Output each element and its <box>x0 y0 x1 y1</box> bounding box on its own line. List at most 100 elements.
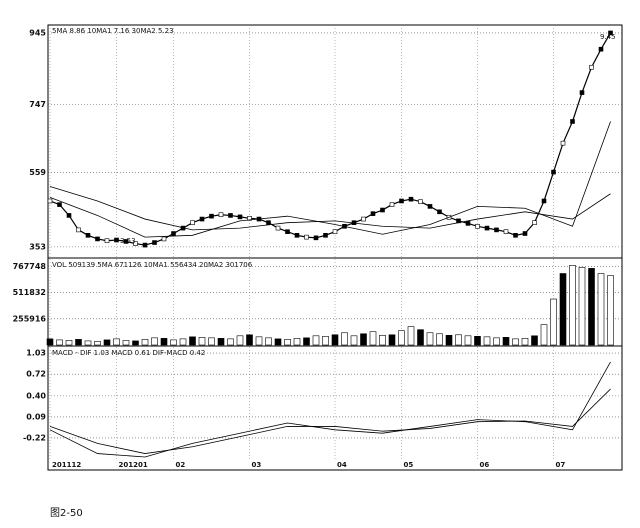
volume-bar <box>445 334 453 346</box>
volume-bar <box>350 335 358 346</box>
candle <box>294 233 300 238</box>
volume-bar <box>322 336 329 346</box>
x-tick-label: 201112 <box>52 461 81 469</box>
volume-bar <box>227 338 234 346</box>
candle <box>541 198 547 204</box>
candle <box>114 237 119 243</box>
y-tick-label: 767748 <box>13 262 47 271</box>
volume-bar <box>426 332 434 346</box>
volume-bar <box>255 336 263 346</box>
candle <box>437 209 442 215</box>
x-tick-label: 201201 <box>119 461 148 469</box>
candle <box>494 227 499 233</box>
volume-bar <box>483 336 491 346</box>
volume-bar <box>179 338 187 346</box>
volume-bar <box>103 339 111 346</box>
candle <box>465 221 471 226</box>
y-tick-label: 353 <box>29 242 46 251</box>
candle <box>332 229 338 235</box>
candle <box>209 213 214 219</box>
candle <box>532 220 537 225</box>
candle <box>579 90 585 95</box>
volume-bar <box>521 338 529 346</box>
indicator-line <box>49 121 611 238</box>
y-tick-label: 255916 <box>13 314 47 323</box>
volume-bar <box>293 338 301 346</box>
candle <box>608 30 613 36</box>
volume-bar <box>141 339 149 346</box>
y-tick-label: 945 <box>29 28 46 37</box>
candle <box>275 225 281 231</box>
x-tick-label: 03 <box>252 461 262 469</box>
x-tick-label: 06 <box>480 461 490 469</box>
volume-bar <box>208 337 215 346</box>
candle <box>218 212 224 218</box>
candle <box>427 204 433 209</box>
candle <box>551 169 556 175</box>
candle <box>142 242 148 248</box>
candle <box>237 214 243 220</box>
panel-legend: MACD - DIF 1.03 MACD 0.61 DIF-MACD 0.42 <box>52 349 205 357</box>
volume-bar <box>597 273 605 346</box>
candle <box>389 202 395 207</box>
volume-bar <box>94 341 101 346</box>
volume-bar <box>113 338 120 346</box>
volume-bar <box>160 338 168 346</box>
volume-bar <box>512 338 519 346</box>
volume-bar <box>284 339 291 346</box>
volume-bar <box>417 329 424 346</box>
volume-bar <box>170 339 177 346</box>
y-tick-label: 1.03 <box>26 349 46 358</box>
volume-bar <box>379 334 386 346</box>
volume-bar <box>559 273 567 346</box>
volume-bar <box>540 324 548 346</box>
volume-bar <box>312 335 320 346</box>
x-tick-label: 07 <box>556 461 566 469</box>
candle <box>190 220 195 225</box>
candle <box>285 229 290 235</box>
candle <box>66 213 72 218</box>
candle <box>522 231 528 236</box>
candle <box>76 227 81 233</box>
volume-bar <box>588 268 595 346</box>
volume-bar <box>550 298 557 346</box>
volume-bar <box>331 334 339 346</box>
panel-legend: 5MA 8.86 10MA1 7.16 30MA2 5.23 <box>52 27 174 35</box>
candle <box>266 220 271 225</box>
candle <box>199 216 205 222</box>
x-tick-label: 04 <box>337 461 347 469</box>
y-tick-label: 0.40 <box>26 391 46 400</box>
candle <box>171 231 176 236</box>
volume-bar <box>369 331 377 346</box>
volume-bar <box>607 275 614 346</box>
volume-bar <box>398 330 405 346</box>
y-tick-label: 511832 <box>13 288 46 297</box>
volume-bar <box>464 335 472 346</box>
volume-bar <box>274 338 282 346</box>
candle <box>570 119 575 124</box>
candle <box>85 233 91 238</box>
candle <box>484 225 490 231</box>
candle <box>228 213 233 218</box>
caption: 图2-50 <box>50 507 83 519</box>
candle <box>161 236 167 242</box>
candle <box>399 198 404 204</box>
candle <box>370 211 376 216</box>
candle <box>513 233 518 238</box>
volume-bar <box>65 340 73 346</box>
candle <box>598 46 604 52</box>
candle <box>380 207 385 213</box>
y-tick-label: 559 <box>29 168 46 177</box>
candle <box>560 140 566 146</box>
annotation: 3.53 <box>120 237 136 245</box>
y-tick-label: 0.72 <box>26 370 46 379</box>
volume-bar <box>75 339 82 346</box>
volume-bar <box>189 336 196 346</box>
volume-bar <box>151 337 158 346</box>
indicator-line <box>49 186 611 231</box>
volume-bar <box>569 265 576 346</box>
candle <box>313 235 319 241</box>
volume-bar <box>132 340 139 346</box>
candle <box>104 238 110 244</box>
